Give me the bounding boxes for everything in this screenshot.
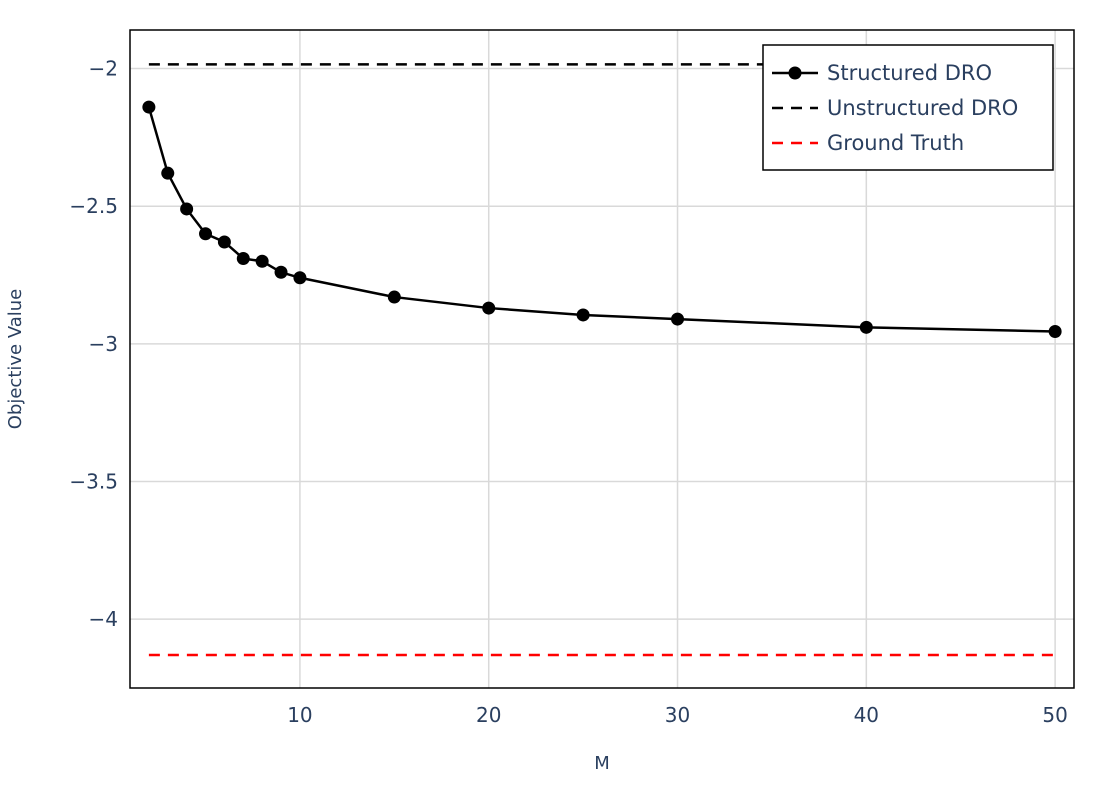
legend-marker-structured-dro	[788, 66, 802, 80]
structured-dro-point	[236, 252, 250, 266]
x-axis-title: M	[594, 753, 610, 774]
y-tick-label: −3	[89, 332, 118, 356]
structured-dro-point	[293, 271, 307, 285]
structured-dro-point	[576, 308, 590, 322]
structured-dro-point	[161, 166, 175, 180]
structured-dro-point	[142, 100, 156, 114]
legend-label-unstructured-dro: Unstructured DRO	[827, 96, 1018, 120]
x-tick-label: 30	[665, 703, 690, 727]
structured-dro-point	[482, 301, 496, 315]
legend: Structured DRO Unstructured DRO Ground Tru…	[762, 44, 1054, 171]
x-axis-ticks: 10 20 30 40 50	[287, 703, 1068, 727]
y-tick-label: −2.5	[69, 194, 118, 218]
grid	[130, 30, 1074, 688]
plot-frame	[129, 29, 1075, 689]
x-tick-label: 40	[854, 703, 879, 727]
x-tick-label: 50	[1042, 703, 1067, 727]
series-layer	[142, 63, 1062, 657]
y-axis-ticks: −2 −2.5 −3 −3.5 −4	[69, 57, 118, 632]
y-tick-label: −2	[89, 57, 118, 81]
y-axis-title: Objective Value	[5, 289, 26, 430]
y-tick-label: −4	[89, 607, 118, 631]
structured-dro-point	[199, 227, 213, 241]
x-tick-label: 20	[476, 703, 501, 727]
structured-dro-point	[859, 320, 873, 334]
legend-label-structured-dro: Structured DRO	[827, 61, 992, 85]
structured-dro-point	[180, 202, 194, 216]
structured-dro-point	[387, 290, 401, 304]
structured-dro-point	[255, 254, 269, 268]
structured-dro-point	[217, 235, 231, 249]
y-tick-label: −3.5	[69, 470, 118, 494]
legend-label-ground-truth: Ground Truth	[827, 131, 964, 155]
structured-dro-point	[1048, 324, 1062, 338]
structured-dro-point	[671, 312, 685, 326]
structured-dro-point	[274, 265, 288, 279]
x-tick-label: 10	[287, 703, 312, 727]
